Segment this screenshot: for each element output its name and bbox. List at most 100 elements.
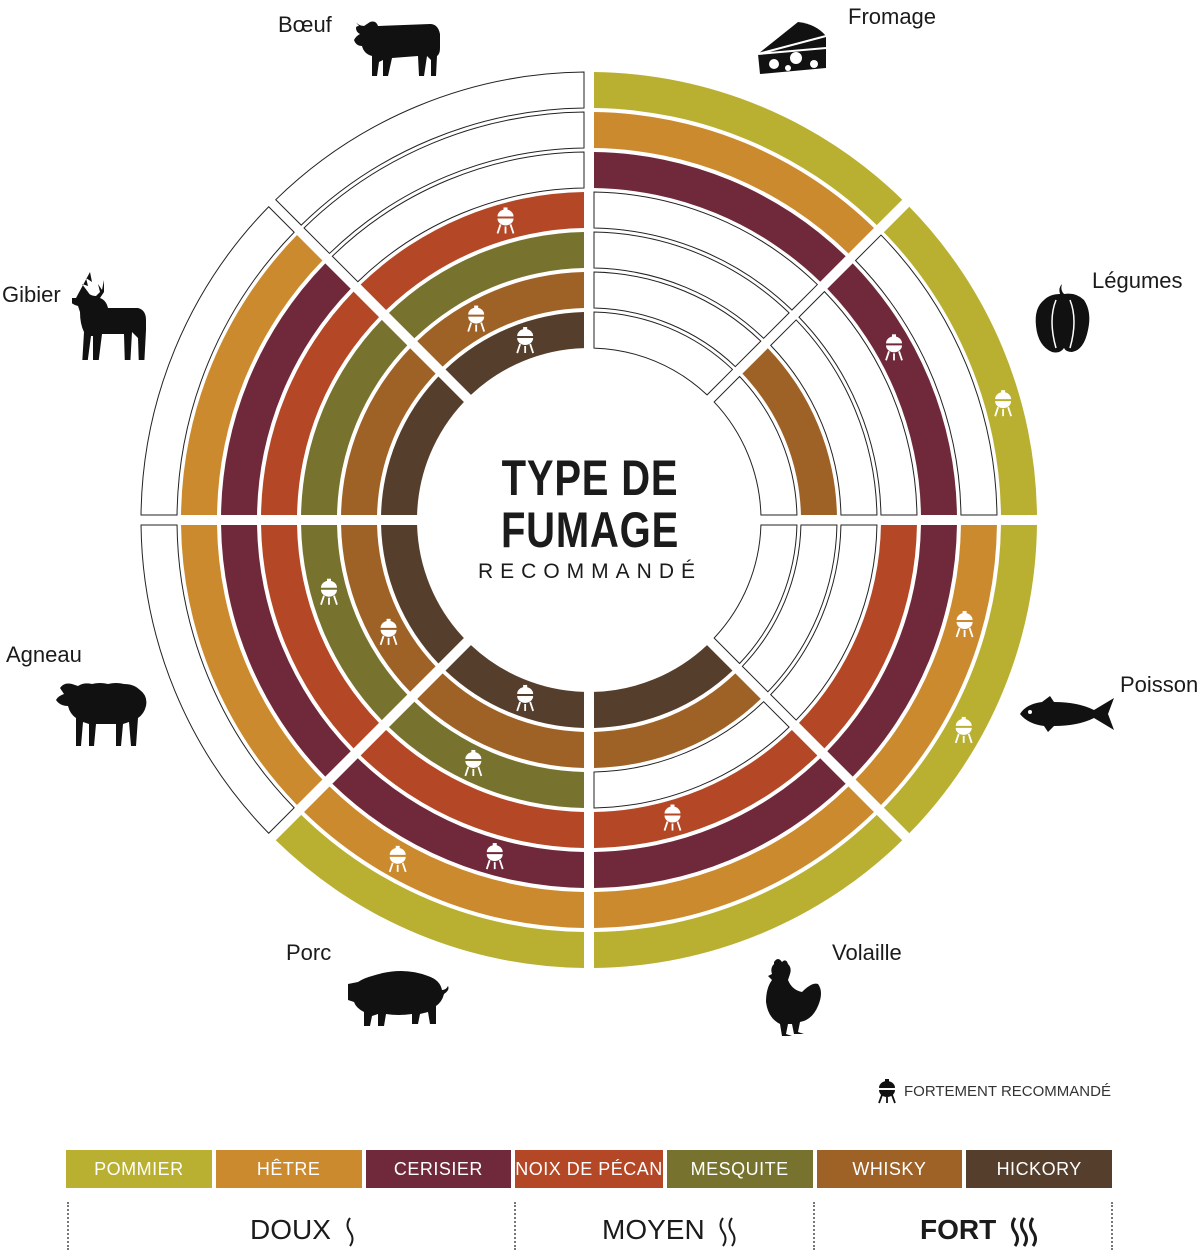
ring-segment (445, 312, 585, 395)
ring-segment (417, 673, 585, 768)
kettle-grill-icon (954, 716, 973, 744)
label-agneau: Agneau (6, 642, 82, 667)
kettle-grill-icon (379, 618, 398, 646)
scale-divider-start (67, 1202, 69, 1250)
ring-segment (593, 814, 903, 968)
fish-icon (1020, 696, 1114, 732)
ring-segment (445, 645, 585, 728)
ring-segment (593, 758, 846, 888)
label-boeuf: Bœuf (278, 12, 332, 37)
ring-segment (275, 814, 585, 968)
smoke-waves-icon (719, 1217, 736, 1247)
chicken-icon (766, 959, 821, 1036)
intensity-strong-label: FORT (920, 1214, 997, 1245)
ring-segment (593, 112, 874, 254)
kettle-grill-icon (320, 578, 338, 606)
ring-segment (388, 701, 585, 808)
center-circle (421, 352, 757, 688)
ring-segment (854, 234, 998, 516)
ring-segment (593, 645, 733, 728)
title-subtitle: RECOMMANDÉ (477, 560, 702, 583)
legend-cerisier: CERISIER (365, 1150, 512, 1188)
ring-segment (181, 235, 323, 516)
legend-mesquite: MESQUITE (666, 1150, 813, 1188)
smoke-waves-strong-icon (1011, 1216, 1037, 1247)
ring-segment (827, 524, 957, 777)
ring-segment (275, 71, 585, 226)
ring-segment (593, 786, 874, 928)
kettle-grill-icon (516, 327, 535, 354)
ring-segment (332, 758, 585, 888)
kettle-grill-icon (467, 305, 486, 332)
ring-segment (301, 319, 408, 516)
ring-segment (593, 729, 818, 848)
ring-segment (741, 524, 838, 693)
ring-segment (827, 263, 957, 516)
ring-segment (593, 700, 790, 809)
ring-segment (388, 232, 585, 339)
ring-segment (593, 271, 762, 368)
intensity-medium: MOYEN (602, 1214, 738, 1247)
ring-segment (593, 72, 903, 226)
ring-segment (713, 524, 798, 665)
ring-segment (593, 231, 790, 340)
label-poisson: Poisson (1120, 672, 1199, 697)
sheep-icon (56, 683, 147, 746)
ring-segment (593, 152, 846, 282)
kettle-grill-icon (388, 845, 407, 873)
ring-segment (742, 348, 837, 516)
title-line-2: FUMAGE (500, 502, 680, 558)
kettle-grill-icon (516, 684, 535, 712)
legend-pommier: POMMIER (66, 1150, 212, 1188)
label-volaille: Volaille (832, 940, 902, 965)
intensity-medium-label: MOYEN (602, 1214, 705, 1245)
ring-segment (303, 111, 585, 255)
ring-segment (883, 206, 1037, 516)
ring-segment (593, 191, 819, 311)
ring-segment (221, 263, 351, 516)
smoke-wave-icon (346, 1217, 354, 1247)
ring-segment (855, 524, 997, 805)
ring-segment (360, 192, 585, 311)
pig-icon (348, 971, 449, 1026)
cow-icon (354, 20, 440, 76)
ring-segment (341, 348, 436, 516)
kettle-grill-icon (663, 804, 682, 831)
label-legumes: Légumes (1092, 268, 1183, 293)
ring-segment (181, 524, 323, 805)
strongly-recommended-label: FORTEMENT RECOMMANDÉ (904, 1082, 1111, 1100)
intensity-strong: FORT (920, 1214, 1040, 1247)
kettle-grill-icon (878, 1079, 896, 1104)
strongly-recommended-note: FORTEMENT RECOMMANDÉ (876, 1078, 1111, 1104)
ring-segment (301, 524, 408, 721)
scale-divider-mild-medium (514, 1202, 516, 1250)
ring-segment (304, 786, 585, 928)
intensity-mild: DOUX (250, 1214, 355, 1247)
label-porc: Porc (286, 940, 332, 965)
ring-segment (417, 272, 585, 367)
legend-hickory: HICKORY (966, 1150, 1113, 1188)
kettle-grill-icon (496, 207, 515, 234)
ring-segment (140, 206, 295, 516)
kettle-grill-icon (994, 390, 1012, 417)
legend-noix-de-pecan: NOIX DE PÉCAN (515, 1150, 663, 1188)
bell-pepper-icon (1035, 284, 1090, 353)
kettle-grill-icon (485, 843, 504, 870)
ring-segment (798, 290, 918, 516)
ring-segment (593, 311, 734, 396)
ring-segment (331, 151, 585, 283)
scale-divider-medium-strong (813, 1202, 815, 1250)
kettle-grill-icon (885, 334, 903, 361)
legend-hetre: HÊTRE (215, 1150, 362, 1188)
ring-segment (341, 524, 436, 692)
scale-divider-end (1111, 1202, 1113, 1250)
title-block: TYPE DE FUMAGE RECOMMANDÉ (440, 452, 740, 584)
intensity-mild-label: DOUX (250, 1214, 331, 1245)
deer-icon (72, 272, 146, 360)
ring-segment (883, 524, 1037, 834)
ring-segment (360, 729, 585, 848)
ring-segment (798, 524, 917, 749)
title-line-1: TYPE DE (501, 450, 679, 506)
label-gibier: Gibier (2, 282, 61, 307)
